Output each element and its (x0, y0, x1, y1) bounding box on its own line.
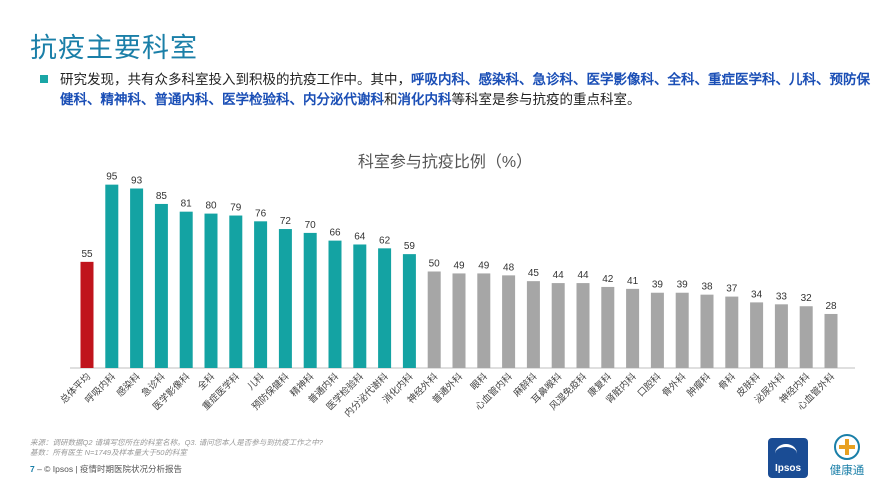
jiankangtong-cross-icon (834, 434, 860, 460)
bar-25 (700, 294, 714, 368)
bar-5 (204, 213, 218, 368)
bar-8 (278, 229, 292, 368)
data-label-28: 33 (776, 291, 788, 302)
jiankangtong-logo: 健康通 (818, 434, 876, 478)
data-label-8: 72 (280, 216, 292, 227)
category-label-25: 肿瘤科 (684, 370, 713, 399)
bar-14 (427, 271, 441, 368)
bar-29 (799, 306, 813, 368)
data-label-7: 76 (255, 208, 267, 219)
bar-15 (452, 273, 466, 368)
category-label-24: 骨外科 (660, 370, 689, 399)
bar-28 (774, 304, 788, 368)
data-label-23: 39 (652, 280, 664, 291)
jiankangtong-logo-text: 健康通 (829, 465, 865, 477)
data-label-0: 55 (81, 249, 93, 260)
bar-3 (154, 203, 168, 368)
category-label-2: 感染科 (114, 370, 143, 399)
chart-title: 科室参与抗疫比例（%） (357, 154, 533, 171)
bar-11 (353, 244, 367, 368)
data-label-24: 39 (677, 280, 689, 291)
data-label-6: 79 (230, 203, 242, 214)
intro-connector: 和 (384, 92, 398, 107)
page-footer: 7 – © Ipsos | 疫情时期医院状况分析报告 (30, 463, 182, 475)
data-label-22: 41 (627, 276, 639, 287)
bar-26 (725, 296, 739, 368)
intro-highlight-gastro: 消化内科 (397, 92, 452, 107)
data-label-27: 34 (751, 289, 763, 300)
bar-30 (824, 313, 838, 368)
data-label-12: 62 (379, 235, 391, 246)
data-label-2: 93 (131, 176, 143, 187)
data-label-3: 85 (156, 191, 168, 202)
ipsos-swoosh-icon (775, 444, 797, 463)
intro-highlight-key-departments: 呼吸内科、感染科、急诊科、医学影像科、全科、重症医学科、儿科、预防保健科、精神科… (60, 72, 870, 107)
data-label-16: 49 (478, 260, 490, 271)
data-label-10: 66 (329, 228, 341, 239)
data-label-1: 95 (106, 172, 118, 183)
intro-prefix: 研究发现，共有众多科室投入到积极的抗疫工作中。其中， (60, 72, 411, 87)
footnote-base: 基数：所有医生 N=1749及样本量大于50的科室 (30, 448, 187, 457)
data-label-18: 45 (528, 268, 540, 279)
page-number: 7 (30, 464, 35, 474)
intro-text: 研究发现，共有众多科室投入到积极的抗疫工作中。其中，呼吸内科、感染科、急诊科、医… (60, 70, 870, 110)
bar-17 (502, 275, 516, 368)
bar-20 (576, 283, 590, 368)
category-label-5: 全科 (195, 370, 217, 392)
bar-18 (526, 281, 540, 368)
data-label-20: 44 (577, 270, 589, 281)
bar-2 (130, 188, 144, 368)
data-label-25: 38 (701, 282, 713, 293)
bar-16 (477, 273, 491, 368)
bar-6 (229, 215, 243, 368)
data-label-11: 64 (354, 231, 366, 242)
intro-paragraph: 研究发现，共有众多科室投入到积极的抗疫工作中。其中，呼吸内科、感染科、急诊科、医… (40, 70, 870, 110)
bullet-square-icon (40, 75, 48, 83)
bar-0 (80, 261, 94, 368)
bar-19 (551, 283, 565, 368)
bar-23 (650, 292, 664, 368)
data-label-4: 81 (181, 199, 193, 210)
data-label-9: 70 (305, 220, 317, 231)
bar-12 (378, 248, 392, 368)
category-label-23: 口腔科 (635, 370, 664, 399)
bar-24 (675, 292, 689, 368)
data-label-5: 80 (205, 201, 217, 212)
bar-9 (303, 232, 317, 368)
intro-suffix: 等科室是参与抗疫的重点科室。 (451, 92, 641, 107)
bar-4 (179, 211, 193, 368)
bar-7 (254, 221, 268, 368)
data-label-21: 42 (602, 274, 614, 285)
page-title: 抗疫主要科室 (30, 33, 198, 63)
category-label-7: 儿科 (245, 370, 267, 392)
bar-13 (402, 254, 416, 368)
data-label-13: 59 (404, 241, 416, 252)
ipsos-logo-text: Ipsos (774, 463, 802, 474)
data-label-14: 50 (429, 259, 441, 270)
data-label-19: 44 (553, 270, 565, 281)
data-label-17: 48 (503, 262, 515, 273)
bar-22 (626, 288, 640, 368)
bar-10 (328, 240, 342, 368)
footnote-source: 来源：调研数据Q2 请填写您所在的科室名称。Q3. 请问您本人是否参与到抗疫工作… (30, 438, 323, 447)
category-label-16: 眼科 (468, 370, 490, 392)
category-label-26: 骨科 (716, 370, 738, 392)
footer-text: – © Ipsos | 疫情时期医院状况分析报告 (34, 464, 183, 474)
ipsos-logo: Ipsos (768, 438, 808, 478)
bar-1 (105, 184, 119, 368)
data-label-15: 49 (453, 260, 465, 271)
data-label-29: 32 (801, 293, 813, 304)
data-label-26: 37 (726, 284, 738, 295)
bar-27 (750, 302, 764, 368)
bar-21 (601, 286, 615, 368)
data-label-30: 28 (825, 301, 837, 312)
